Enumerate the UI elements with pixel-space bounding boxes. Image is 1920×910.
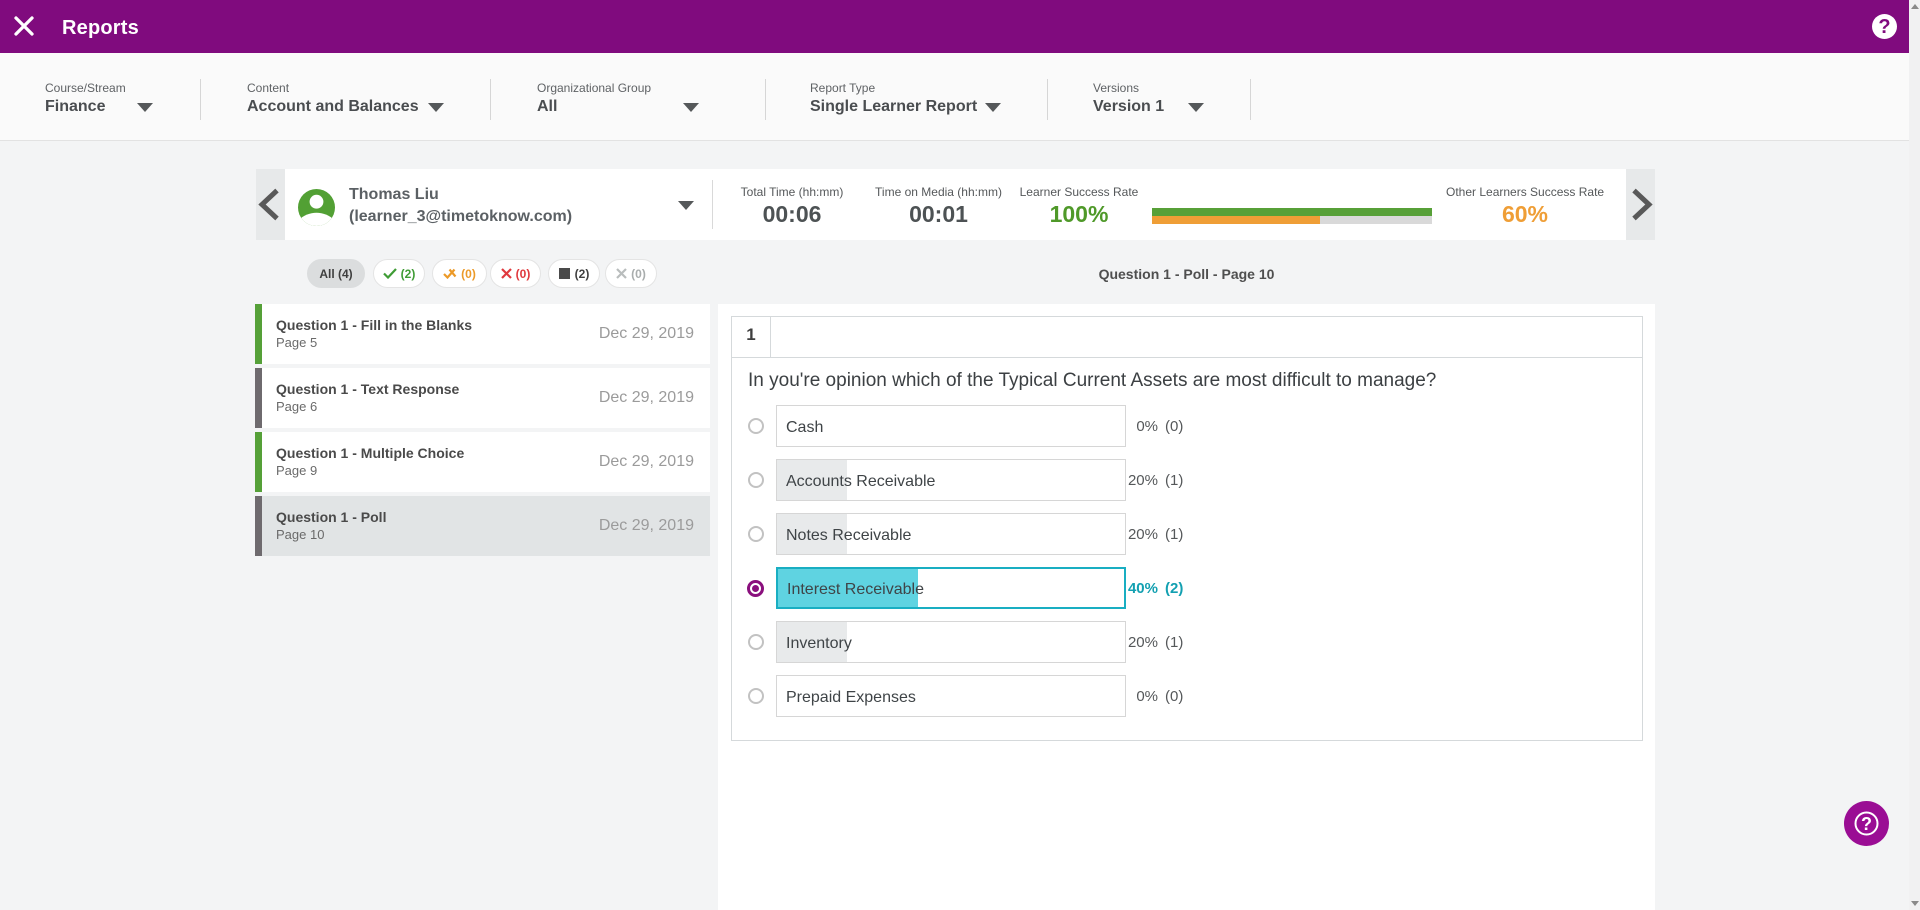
svg-text:?: ? — [1861, 814, 1872, 834]
